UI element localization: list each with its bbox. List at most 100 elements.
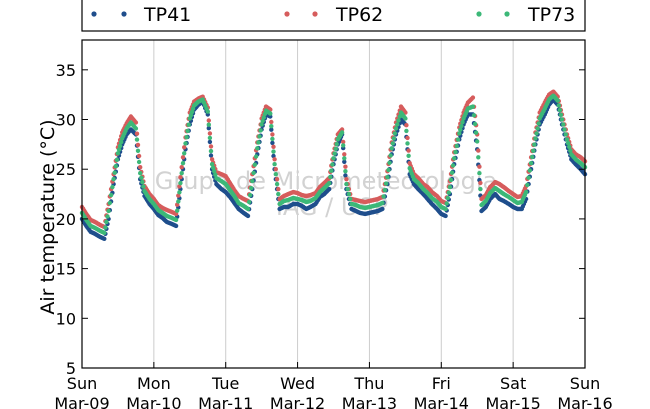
data-point: [380, 206, 385, 212]
data-point: [182, 145, 187, 150]
data-point: [213, 172, 218, 177]
y-tick-label: 10: [56, 309, 76, 328]
data-point: [327, 186, 332, 192]
data-point: [339, 130, 345, 135]
data-point: [269, 119, 274, 125]
x-tick-label-date: Mar-09: [54, 394, 109, 409]
data-point: [117, 143, 123, 149]
y-tick-label: 20: [56, 210, 76, 229]
series-tp73: [79, 93, 588, 235]
data-point: [457, 131, 462, 136]
data-point: [532, 142, 537, 147]
data-point: [258, 128, 263, 133]
data-point: [210, 165, 216, 170]
data-point: [104, 219, 109, 225]
data-point: [531, 148, 536, 153]
data-point: [477, 171, 482, 176]
data-point: [383, 181, 389, 186]
data-point: [252, 162, 257, 167]
data-point: [271, 144, 276, 149]
data-point: [535, 126, 540, 131]
data-point: [564, 137, 570, 142]
x-tick-label-day: Sat: [500, 374, 526, 393]
x-tick-label-day: Fri: [432, 374, 451, 393]
data-point: [334, 141, 339, 147]
data-point: [450, 163, 456, 168]
data-point: [179, 171, 184, 176]
x-tick-label-day: Tue: [211, 374, 239, 393]
data-point: [385, 175, 390, 180]
y-tick-label: 15: [56, 260, 76, 279]
data-point: [136, 153, 142, 159]
data-point: [208, 148, 214, 154]
data-point: [246, 199, 252, 205]
data-point: [207, 135, 213, 141]
x-axis-ticks: SunMar-09MonMar-10TueMar-11WedMar-12ThuM…: [54, 362, 613, 409]
legend-marker-tp73: [476, 11, 482, 17]
data-point: [536, 121, 541, 126]
data-point: [346, 191, 352, 197]
data-point: [276, 191, 281, 197]
data-point: [449, 170, 455, 175]
data-point: [180, 155, 186, 160]
data-point: [391, 136, 397, 141]
data-point: [105, 214, 110, 219]
data-point: [478, 186, 483, 192]
data-point: [112, 170, 117, 175]
legend-label-tp62: TP62: [335, 4, 383, 26]
data-point: [382, 187, 388, 193]
y-axis-label: Air temperature (°C): [37, 119, 59, 314]
x-tick-label-date: Mar-15: [485, 394, 540, 409]
data-point: [534, 131, 539, 136]
data-point: [179, 165, 184, 170]
data-point: [404, 128, 409, 134]
data-point: [403, 116, 408, 121]
data-point: [330, 162, 335, 167]
data-point: [328, 174, 333, 180]
data-point: [260, 118, 265, 124]
data-point: [257, 134, 262, 139]
data-point: [269, 127, 274, 132]
data-point: [274, 177, 280, 182]
data-point: [135, 142, 141, 148]
y-axis-ticks: 5 10 15 20 25 30 35: [56, 61, 585, 378]
data-point: [247, 192, 253, 198]
data-point: [139, 175, 144, 180]
data-point: [205, 109, 210, 114]
data-point: [472, 121, 478, 127]
data-point: [381, 194, 386, 199]
data-point: [475, 139, 480, 144]
legend-marker-tp62: [284, 11, 290, 17]
data-point: [393, 126, 399, 131]
data-point: [390, 141, 395, 146]
legend: TP41 TP62 TP73: [81, 0, 586, 32]
y-tick-label: 5: [66, 359, 76, 378]
data-point: [405, 141, 410, 146]
data-point: [212, 169, 217, 174]
x-tick-label-day: Sun: [570, 374, 600, 393]
data-point: [182, 151, 187, 156]
data-point: [460, 120, 465, 125]
data-point: [272, 162, 277, 167]
data-point: [555, 98, 560, 103]
legend-marker-tp41: [121, 11, 127, 17]
data-point: [388, 153, 393, 158]
data-point: [332, 151, 337, 156]
data-point: [559, 117, 565, 122]
data-point: [207, 131, 213, 136]
data-point: [445, 195, 450, 201]
data-point: [136, 159, 142, 165]
axes: [81, 39, 586, 369]
data-point: [208, 153, 214, 158]
x-tick-label-day: Sun: [67, 374, 97, 393]
data-point: [523, 189, 529, 195]
data-point: [562, 127, 567, 132]
data-point: [176, 199, 181, 204]
data-point: [138, 165, 143, 170]
x-tick-label-date: Mar-13: [342, 394, 397, 409]
data-point: [113, 164, 119, 169]
data-point: [186, 122, 191, 127]
data-point: [348, 196, 353, 202]
data-point: [342, 152, 347, 157]
